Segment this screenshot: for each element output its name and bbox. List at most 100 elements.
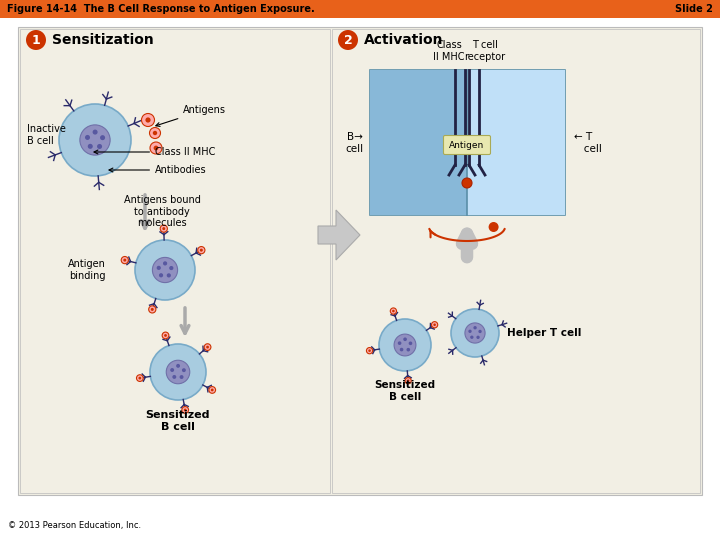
Text: 2: 2 (343, 33, 352, 46)
Circle shape (478, 330, 482, 333)
Circle shape (88, 144, 93, 149)
Circle shape (145, 117, 150, 123)
Circle shape (477, 336, 480, 339)
Circle shape (390, 308, 397, 314)
Text: Class II MHC: Class II MHC (94, 147, 215, 157)
Circle shape (150, 344, 206, 400)
Circle shape (163, 261, 167, 266)
Circle shape (167, 273, 171, 278)
Circle shape (123, 259, 126, 261)
Circle shape (162, 227, 166, 230)
Circle shape (433, 323, 436, 326)
Circle shape (172, 375, 176, 379)
Circle shape (462, 178, 472, 188)
Text: © 2013 Pearson Education, Inc.: © 2013 Pearson Education, Inc. (8, 521, 141, 530)
Circle shape (409, 341, 413, 345)
Circle shape (206, 346, 209, 348)
Text: Helper T cell: Helper T cell (507, 328, 581, 338)
Circle shape (160, 225, 167, 232)
Circle shape (179, 375, 184, 379)
Circle shape (200, 248, 203, 252)
Circle shape (150, 127, 161, 138)
Circle shape (150, 142, 162, 154)
Circle shape (407, 348, 410, 352)
Circle shape (176, 364, 180, 368)
FancyBboxPatch shape (444, 136, 490, 154)
Circle shape (451, 309, 499, 357)
FancyBboxPatch shape (370, 70, 467, 215)
FancyBboxPatch shape (0, 0, 720, 18)
Circle shape (468, 329, 472, 333)
FancyBboxPatch shape (467, 70, 565, 215)
Text: Activation: Activation (364, 33, 444, 47)
Circle shape (182, 368, 186, 372)
Circle shape (97, 144, 102, 149)
Circle shape (148, 306, 156, 313)
Text: B→
cell: B→ cell (345, 132, 363, 154)
Circle shape (400, 348, 403, 352)
Circle shape (80, 125, 110, 155)
Circle shape (394, 334, 416, 356)
Circle shape (431, 322, 438, 328)
Circle shape (157, 266, 161, 270)
Circle shape (379, 319, 431, 371)
Circle shape (153, 131, 157, 135)
Circle shape (166, 360, 190, 384)
Circle shape (121, 256, 128, 264)
Circle shape (170, 368, 174, 372)
FancyBboxPatch shape (370, 70, 565, 215)
Circle shape (182, 407, 189, 413)
Text: Sensitized
B cell: Sensitized B cell (145, 410, 210, 431)
Text: Class
II MHC: Class II MHC (433, 40, 464, 62)
Text: 1: 1 (32, 33, 40, 46)
Circle shape (338, 30, 358, 50)
Circle shape (473, 326, 477, 329)
Text: ← T
   cell: ← T cell (574, 132, 602, 154)
Circle shape (198, 247, 205, 254)
FancyBboxPatch shape (18, 27, 702, 495)
Circle shape (59, 104, 131, 176)
Polygon shape (318, 210, 360, 260)
Circle shape (26, 30, 46, 50)
Circle shape (169, 266, 174, 270)
Circle shape (470, 335, 474, 339)
Circle shape (211, 389, 214, 392)
Circle shape (368, 349, 371, 352)
Circle shape (100, 135, 105, 140)
Circle shape (204, 344, 211, 350)
Text: Antigens bound
to antibody
molecules: Antigens bound to antibody molecules (124, 195, 200, 228)
Circle shape (164, 334, 167, 337)
Text: Antigens: Antigens (156, 105, 226, 126)
Text: Figure 14-14  The B Cell Response to Antigen Exposure.: Figure 14-14 The B Cell Response to Anti… (7, 4, 315, 14)
Circle shape (366, 348, 373, 354)
Circle shape (392, 310, 395, 312)
Circle shape (135, 240, 195, 300)
Circle shape (397, 341, 402, 345)
Circle shape (407, 380, 410, 382)
Circle shape (465, 323, 485, 343)
Circle shape (142, 113, 155, 126)
Circle shape (138, 377, 141, 380)
Text: Antigen: Antigen (449, 140, 485, 150)
Text: T cell
receptor: T cell receptor (464, 40, 505, 62)
Text: Sensitization: Sensitization (52, 33, 154, 47)
Circle shape (184, 409, 186, 411)
Circle shape (137, 375, 143, 381)
Circle shape (150, 308, 154, 311)
Text: Inactive
B cell: Inactive B cell (27, 124, 66, 146)
Text: Antigen
binding: Antigen binding (68, 259, 106, 281)
Circle shape (153, 258, 178, 282)
Text: Sensitized
B cell: Sensitized B cell (374, 380, 436, 402)
Text: Slide 2: Slide 2 (675, 4, 713, 14)
FancyBboxPatch shape (332, 29, 700, 493)
Circle shape (93, 130, 98, 134)
Circle shape (403, 338, 407, 341)
Circle shape (209, 387, 215, 393)
Circle shape (162, 332, 169, 339)
Circle shape (405, 377, 411, 384)
FancyBboxPatch shape (20, 29, 330, 493)
Circle shape (85, 135, 90, 140)
Circle shape (489, 222, 498, 232)
Circle shape (159, 273, 163, 278)
Circle shape (153, 146, 158, 151)
